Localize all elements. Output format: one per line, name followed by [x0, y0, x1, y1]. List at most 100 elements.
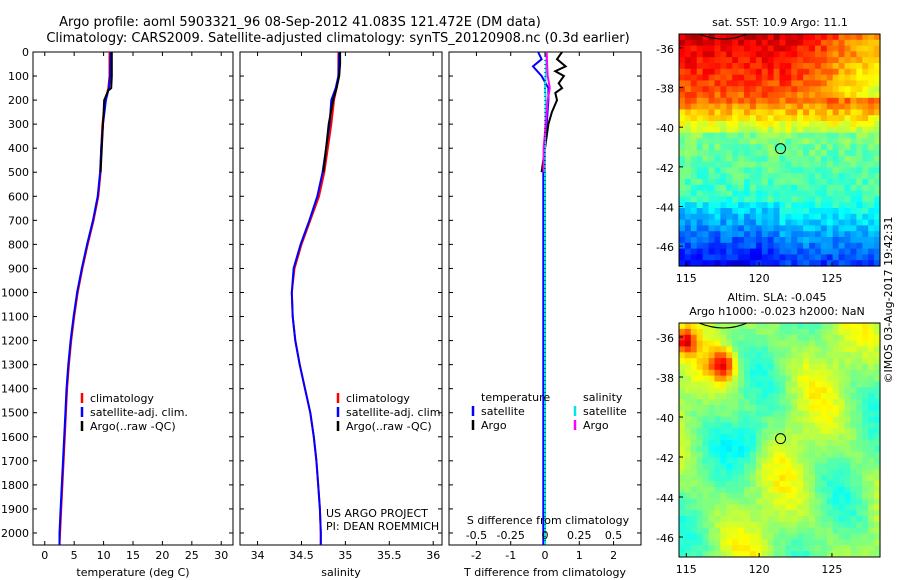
sla_map-cell — [773, 434, 781, 441]
sst_map-cell — [738, 132, 745, 139]
sla_map-cell — [755, 463, 763, 470]
sla_map-cell — [714, 527, 721, 535]
sst_map-cell — [761, 260, 769, 267]
sst_map-cell — [785, 237, 792, 244]
sla_map-cell — [696, 551, 704, 558]
sst_map-cell — [726, 80, 733, 87]
sst_map-cell — [702, 121, 710, 128]
sst_map-cell — [690, 155, 698, 163]
sla_map-cell — [761, 404, 769, 412]
sla_map-cell — [690, 381, 698, 388]
sla_map-cell — [832, 445, 840, 453]
sst_map-cell — [826, 74, 834, 81]
sla_map-cell — [732, 480, 739, 488]
sla_map-cell — [744, 369, 751, 377]
sst_map-cell — [726, 63, 733, 70]
sst_map-cell — [868, 190, 875, 197]
sst_map-cell — [820, 219, 828, 226]
sst_map-cell — [779, 132, 786, 139]
sst_map-cell — [696, 115, 704, 122]
sst_map-cell — [779, 179, 786, 186]
sst_map-cell — [684, 161, 692, 168]
sla_map-cell — [726, 369, 733, 377]
sla_map-cell — [779, 521, 786, 529]
sst_map-argo-marker — [775, 143, 787, 155]
sst_map-cell — [690, 86, 698, 93]
sst_map-cell — [720, 208, 727, 215]
sla_map-cell — [773, 410, 781, 418]
sla_map-cell — [720, 492, 727, 499]
sst_map-cell — [791, 237, 798, 244]
sla_map-cell — [696, 504, 704, 511]
sla_map-cell — [744, 323, 751, 330]
header-line-2: Climatology: CARS2009. Satellite-adjuste… — [46, 31, 629, 46]
sla_map-cell — [803, 533, 810, 540]
sla_map-cell — [862, 480, 869, 488]
sla_map-cell — [838, 363, 846, 371]
sla_map-cell — [803, 381, 810, 388]
sla_map-cell — [726, 404, 733, 412]
sla_map-cell — [803, 363, 810, 371]
sst_map-cell — [690, 202, 698, 209]
sla_map-cell — [708, 369, 716, 377]
sla_map-cell — [791, 323, 798, 330]
sst_map-cell — [708, 242, 716, 250]
sla_map-cell — [868, 328, 875, 336]
sla_map-cell — [726, 334, 733, 342]
sla_map-cell — [726, 457, 733, 464]
sla_map-cell — [803, 369, 810, 377]
sla_map-cell — [690, 323, 698, 330]
sla_map-cell — [809, 328, 816, 336]
sst_map-cell — [679, 225, 686, 232]
sst_map-cell — [815, 155, 822, 163]
sla_map-cell — [708, 539, 716, 546]
sst_map-cell — [850, 68, 857, 76]
sla_map-cell — [785, 451, 792, 459]
sla_map-cell — [874, 498, 881, 505]
sst_map-cell — [708, 231, 716, 238]
sst_map-cell — [755, 109, 763, 116]
sst_map-cell — [738, 80, 745, 87]
sla_map-cell — [690, 416, 698, 423]
sla_map-cell — [702, 363, 710, 371]
sla_map-cell — [696, 399, 704, 406]
sst_map-cell — [779, 219, 786, 226]
sst_map-cell — [738, 51, 745, 58]
sst_map-cell — [785, 155, 792, 163]
sla_map-cell — [815, 527, 822, 535]
salinity-xtick-label: 34 — [251, 549, 265, 562]
sla_map-cell — [803, 539, 810, 546]
sla_map-cell — [696, 404, 704, 412]
sst_map-cell — [696, 103, 704, 110]
sla_map-cell — [708, 393, 716, 400]
sla_map-cell — [815, 369, 822, 377]
sst_map-cell — [761, 190, 769, 197]
sst_map-cell — [815, 34, 822, 41]
sst_map-cell — [767, 103, 775, 110]
sla_map-cell — [820, 475, 828, 482]
sst_map-cell — [767, 219, 775, 226]
sst_map-cell — [791, 51, 798, 58]
sst_map-cell — [832, 51, 840, 58]
sla_map-cell — [708, 328, 716, 336]
sst_map-cell — [838, 45, 846, 52]
sla_map-cell — [767, 416, 775, 423]
sst_map-cell — [679, 80, 686, 87]
sst_map-cell — [767, 196, 775, 203]
sst_map-cell — [738, 103, 745, 110]
sst_map-cell — [690, 103, 698, 110]
sst_map-cell — [820, 132, 828, 139]
sla_map-cell — [726, 416, 733, 423]
sla_map-cell — [850, 457, 857, 464]
sst_map-cell — [767, 74, 775, 81]
sla_map-cell — [708, 346, 716, 353]
diff-legend-salinity-title: salinity — [583, 391, 623, 404]
sla_map-cell — [690, 451, 698, 459]
sst_map-cell — [755, 103, 763, 110]
sst_map-cell — [826, 179, 834, 186]
sla_map-cell — [809, 504, 816, 511]
sst_map-cell — [690, 144, 698, 151]
sst_map-cell — [856, 184, 863, 192]
sla_map-cell — [755, 340, 763, 347]
sla_map-cell — [826, 340, 834, 347]
